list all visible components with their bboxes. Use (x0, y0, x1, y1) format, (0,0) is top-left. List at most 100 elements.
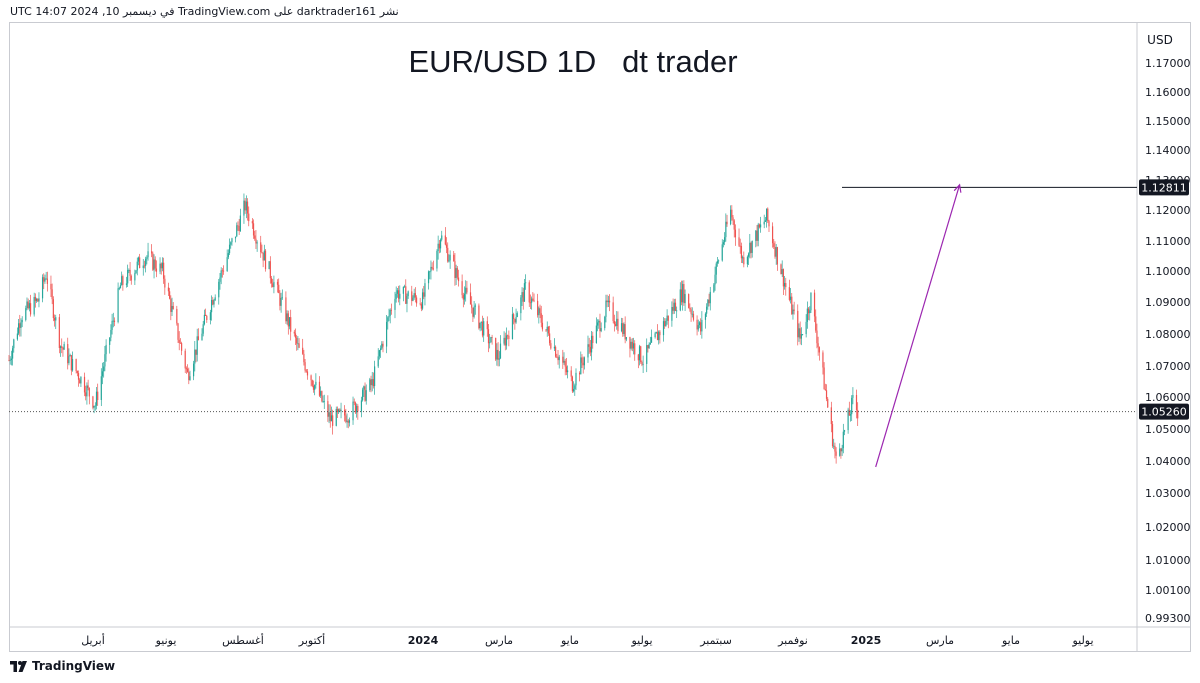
candle-body (454, 261, 456, 278)
candle-body (462, 295, 464, 300)
candle-body (310, 375, 312, 381)
candle-body (167, 287, 170, 292)
time-tick-label: نوفمبر (777, 634, 808, 647)
candle-body (348, 420, 351, 423)
candle-body (420, 304, 422, 309)
candle-body (281, 297, 283, 299)
candle-body (818, 347, 820, 353)
candle-body (113, 320, 116, 323)
candle-body (716, 261, 719, 264)
candle-body (293, 331, 295, 334)
candle-body (707, 299, 709, 307)
candle-body (813, 292, 816, 317)
candle-body (453, 254, 455, 262)
candle-body (327, 401, 329, 417)
candle-body (659, 331, 661, 336)
time-axis[interactable]: أبريل يونيو أغسطس أكتوبر 2024 مارس مايو يوليو سب… (81, 633, 1093, 647)
candle-body (117, 288, 119, 323)
footer-logo[interactable]: TradingView (10, 659, 115, 673)
candle-body (357, 405, 359, 412)
candle-body (590, 335, 593, 353)
candle-body (155, 268, 158, 272)
candle-body (154, 259, 156, 269)
candle-body (565, 366, 568, 373)
price-tick-label: 1.10000 (1145, 265, 1191, 278)
candle-body (806, 308, 808, 322)
candle-body (179, 342, 182, 344)
candle-body (743, 257, 745, 265)
candle-body (146, 257, 148, 259)
drawings-layer (9, 183, 1137, 468)
candle-body (563, 360, 565, 363)
candle-body (202, 324, 204, 334)
candle-body (272, 283, 274, 288)
current-price-label: 1.05260 (1141, 406, 1187, 419)
candle-body (646, 345, 648, 364)
candle-body (523, 283, 526, 302)
candle-body (171, 305, 173, 312)
candle-body (119, 285, 122, 289)
candle-body (782, 269, 784, 287)
candle-body (815, 316, 817, 331)
price-tick-label: 1.15000 (1145, 115, 1191, 128)
price-tick-label: 1.08000 (1145, 328, 1191, 341)
candle-body (713, 284, 715, 292)
candle-body (432, 268, 434, 270)
candle-body (79, 379, 81, 384)
candle-body (405, 286, 407, 304)
candle-body (798, 328, 800, 338)
price-tick-label: 1.01000 (1145, 554, 1191, 567)
candle-body (791, 296, 793, 315)
candle-body (448, 260, 450, 262)
candle-body (177, 323, 179, 340)
candle-body (596, 322, 599, 326)
candle-body (10, 358, 12, 361)
candle-body (546, 326, 548, 331)
candle-body (214, 297, 216, 301)
price-tick-label: 1.14000 (1145, 144, 1191, 157)
candle-body (496, 349, 498, 360)
price-axis[interactable]: 1.170001.160001.150001.140001.130001.120… (1139, 57, 1191, 625)
candle-body (381, 343, 383, 349)
price-tick-label: 0.99300 (1145, 612, 1191, 625)
candle-body (423, 292, 425, 297)
candle-body (221, 270, 223, 272)
candle-body (449, 254, 451, 261)
candle-body (581, 357, 583, 363)
chart-title: EUR/USD 1D dt trader (408, 44, 737, 79)
candle-body (372, 379, 375, 387)
candle-body (825, 390, 828, 399)
candle-body (781, 269, 783, 275)
price-tick-label: 1.17000 (1145, 57, 1191, 70)
candle-body (345, 415, 347, 422)
candle-body (328, 412, 330, 417)
candle-body (374, 366, 376, 387)
candle-body (280, 297, 282, 306)
candle-body (380, 348, 382, 351)
time-tick-label: يوليو (1071, 634, 1093, 647)
candle-body (95, 391, 98, 406)
candle-body (29, 303, 32, 315)
candle-body (679, 289, 681, 311)
candle-body (513, 314, 515, 320)
chart-frame (9, 22, 1191, 652)
candle-body (763, 221, 765, 225)
candle-body (638, 346, 641, 361)
candle-body (755, 230, 757, 241)
candle-body (369, 379, 371, 391)
candle-body (70, 355, 72, 371)
candle-body (390, 309, 392, 311)
candle-body (848, 409, 850, 416)
candle-body (824, 389, 826, 391)
candle-body (758, 224, 761, 228)
candle-body (640, 346, 642, 363)
candle-body (810, 292, 812, 311)
candle-body (840, 448, 842, 452)
candle-body (262, 252, 264, 261)
time-tick-label: 2025 (851, 634, 882, 647)
candle-body (356, 405, 358, 413)
candle-body (776, 247, 778, 265)
candle-body (411, 291, 413, 301)
candle-body (430, 266, 432, 272)
